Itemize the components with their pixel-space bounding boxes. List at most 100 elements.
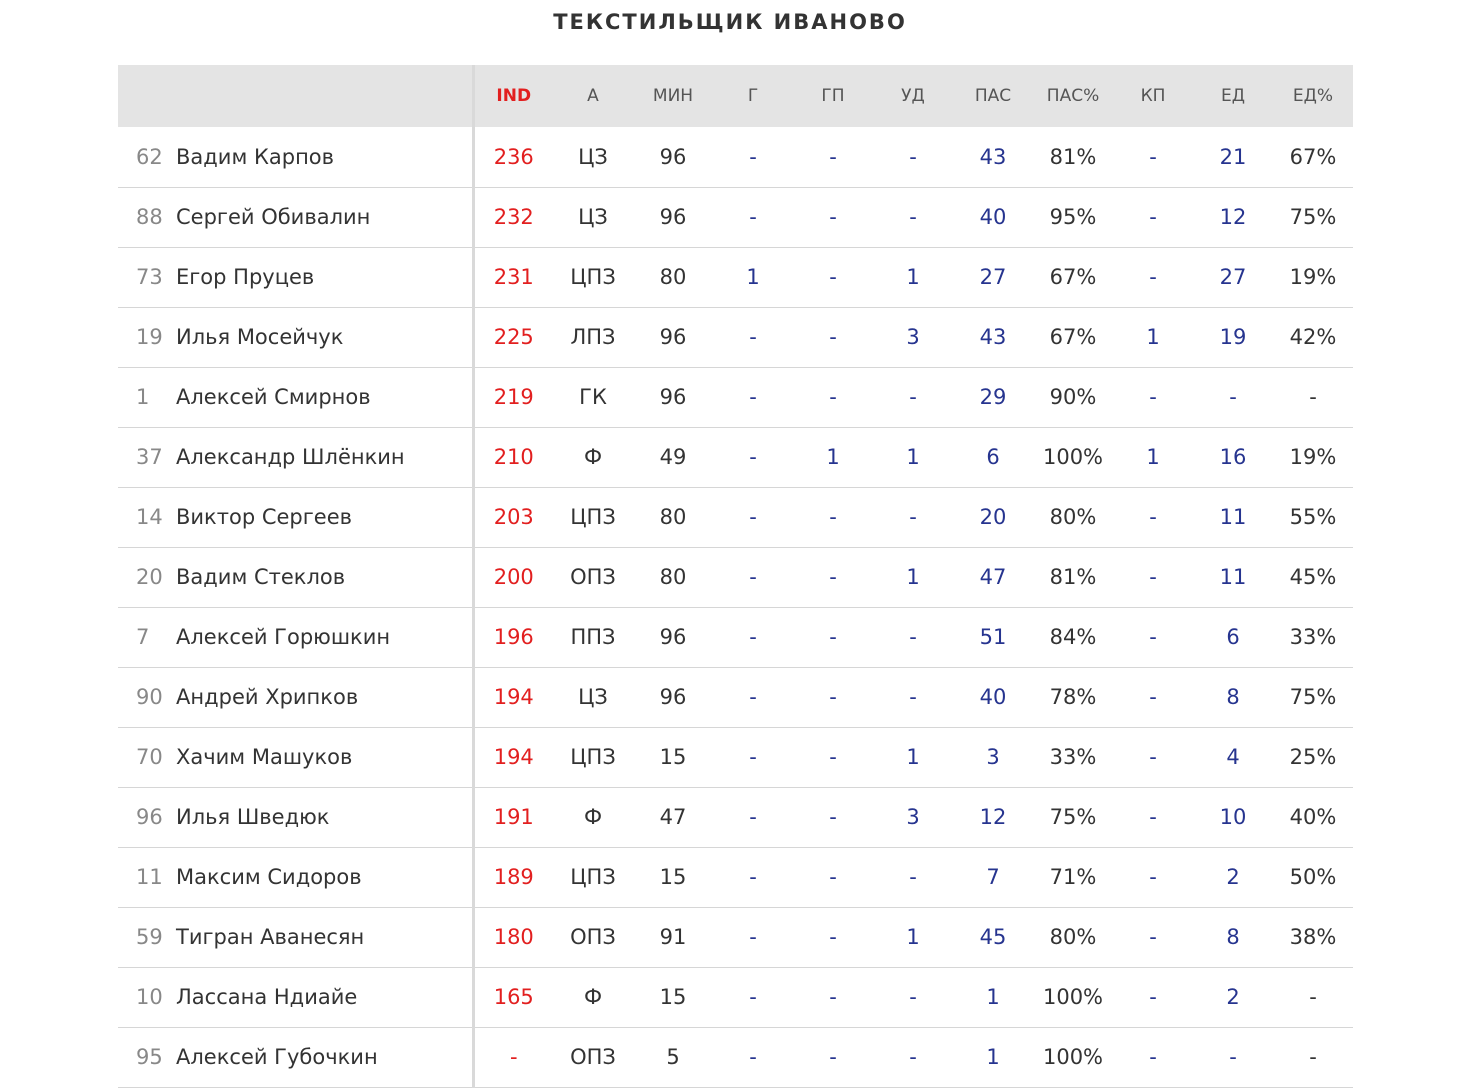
player-name-link[interactable]: Александр Шлёнкин — [176, 445, 405, 469]
stat-duels[interactable]: 2 — [1226, 985, 1240, 1009]
player-cell: 90 Андрей Хрипков — [118, 667, 475, 727]
stat-duel-pct: - — [1309, 385, 1317, 409]
stat-duels[interactable]: 6 — [1226, 625, 1240, 649]
header-pass-pct[interactable]: ПАС% — [1046, 86, 1100, 106]
player-name-link[interactable]: Вадим Карпов — [176, 144, 335, 169]
stat-passes[interactable]: 1 — [986, 1045, 1000, 1069]
stat-duels[interactable]: 11 — [1219, 565, 1247, 589]
player-name-link[interactable]: Вадим Стеклов — [176, 565, 346, 589]
stat-key-passes[interactable]: 1 — [1146, 445, 1160, 469]
header-goals[interactable]: Г — [747, 86, 759, 106]
stat-position: Ф — [583, 805, 603, 829]
stat-shots[interactable]: 3 — [906, 325, 920, 349]
stat-passes[interactable]: 43 — [979, 325, 1007, 349]
player-cell: 20 Вадим Стеклов — [118, 547, 475, 607]
stat-passes[interactable]: 12 — [979, 805, 1007, 829]
player-name-link[interactable]: Хачим Машуков — [176, 745, 353, 769]
header-duels[interactable]: ЕД — [1220, 86, 1246, 106]
stat-duels[interactable]: 16 — [1219, 445, 1247, 469]
stat-passes[interactable]: 47 — [979, 565, 1007, 589]
stat-pass-pct: 81% — [1049, 565, 1097, 589]
stat-position: ЦЗ — [578, 685, 608, 709]
player-number: 73 — [136, 265, 163, 289]
stat-goals[interactable]: 1 — [746, 265, 760, 289]
stat-passes[interactable]: 20 — [979, 505, 1007, 529]
stat-passes[interactable]: 3 — [986, 745, 1000, 769]
header-duel-pct[interactable]: ЕД% — [1292, 86, 1334, 106]
stat-passes[interactable]: 51 — [979, 625, 1007, 649]
stat-duels[interactable]: 27 — [1219, 265, 1247, 289]
stat-passes[interactable]: 45 — [979, 925, 1007, 949]
stat-duels[interactable]: 21 — [1219, 144, 1247, 169]
player-cell: 62 Вадим Карпов — [118, 127, 475, 187]
stat-goals: - — [749, 505, 757, 529]
header-ind[interactable]: IND — [496, 86, 532, 106]
player-name-link[interactable]: Сергей Обивалин — [176, 205, 371, 229]
table-header-row: IND А МИН Г ГП УД ПАС ПАС% КП ЕД ЕД% — [118, 65, 1353, 127]
player-cell: 7 Алексей Горюшкин — [118, 607, 475, 667]
player-name-link[interactable]: Илья Шведюк — [176, 805, 330, 829]
player-name-link[interactable]: Алексей Губочкин — [176, 1045, 378, 1069]
stat-duels[interactable]: 4 — [1226, 745, 1240, 769]
player-cell: 14 Виктор Сергеев — [118, 487, 475, 547]
player-name-link[interactable]: Андрей Хрипков — [176, 685, 359, 709]
player-number: 10 — [136, 985, 163, 1009]
stat-key-passes[interactable]: 1 — [1146, 325, 1160, 349]
player-name-link[interactable]: Илья Мосейчук — [176, 325, 344, 349]
stat-passes[interactable]: 7 — [986, 865, 1000, 889]
stat-duel-pct: 75% — [1289, 205, 1337, 229]
stat-passes[interactable]: 40 — [979, 685, 1007, 709]
stat-assists: - — [829, 385, 837, 409]
player-name-link[interactable]: Виктор Сергеев — [176, 505, 352, 529]
stat-shots[interactable]: 1 — [906, 745, 920, 769]
stat-passes[interactable]: 27 — [979, 265, 1007, 289]
player-name-link[interactable]: Егор Пруцев — [176, 265, 315, 289]
header-minutes[interactable]: МИН — [652, 86, 694, 106]
header-key-passes[interactable]: КП — [1140, 86, 1166, 106]
stat-shots[interactable]: 1 — [906, 565, 920, 589]
stat-pass-pct: 67% — [1049, 265, 1097, 289]
stat-passes[interactable]: 40 — [979, 205, 1007, 229]
header-passes[interactable]: ПАС — [974, 86, 1012, 106]
stat-passes[interactable]: 1 — [986, 985, 1000, 1009]
player-number: 11 — [136, 865, 163, 889]
stat-shots[interactable]: 1 — [906, 265, 920, 289]
stat-pass-pct: 100% — [1042, 445, 1104, 469]
header-position[interactable]: А — [587, 86, 599, 106]
table-row: 7 Алексей Горюшкин 196 ППЗ 96 - - - 51 84% - 6 33% — [118, 607, 1353, 667]
stat-duels[interactable]: 2 — [1226, 865, 1240, 889]
player-name-link[interactable]: Алексей Смирнов — [176, 385, 371, 409]
stat-shots[interactable]: 3 — [906, 805, 920, 829]
stat-duels[interactable]: 10 — [1219, 805, 1247, 829]
stat-duels[interactable]: 8 — [1226, 925, 1240, 949]
stat-duel-pct: 33% — [1289, 625, 1337, 649]
player-number: 88 — [136, 205, 163, 229]
player-name-link[interactable]: Алексей Горюшкин — [176, 625, 391, 649]
header-assists[interactable]: ГП — [821, 86, 845, 106]
stat-assists: - — [829, 565, 837, 589]
stat-duel-pct: - — [1309, 985, 1317, 1009]
stat-minutes: 96 — [659, 385, 687, 409]
stat-duels[interactable]: 19 — [1219, 325, 1247, 349]
stat-position: ЦПЗ — [570, 505, 616, 529]
header-shots[interactable]: УД — [901, 86, 925, 106]
stat-passes[interactable]: 43 — [979, 144, 1007, 169]
stat-goals: - — [749, 1045, 757, 1069]
stat-goals: - — [749, 925, 757, 949]
stat-duels[interactable]: 11 — [1219, 505, 1247, 529]
stat-duels[interactable]: 8 — [1226, 685, 1240, 709]
stat-assists[interactable]: 1 — [826, 445, 840, 469]
stat-duels[interactable]: 12 — [1219, 205, 1247, 229]
player-name-link[interactable]: Максим Сидоров — [176, 865, 362, 889]
stat-ind: 232 — [493, 205, 534, 229]
stat-shots[interactable]: 1 — [906, 445, 920, 469]
stat-ind: 219 — [493, 385, 534, 409]
stat-minutes: 80 — [659, 565, 687, 589]
player-name-link[interactable]: Лассана Ндиайе — [176, 985, 358, 1009]
stat-passes[interactable]: 6 — [986, 445, 1000, 469]
stat-shots[interactable]: 1 — [906, 925, 920, 949]
stat-passes[interactable]: 29 — [979, 385, 1007, 409]
player-cell: 37 Александр Шлёнкин — [118, 427, 475, 487]
player-name-link[interactable]: Тигран Аванесян — [176, 925, 365, 949]
stat-duel-pct: 45% — [1289, 565, 1337, 589]
